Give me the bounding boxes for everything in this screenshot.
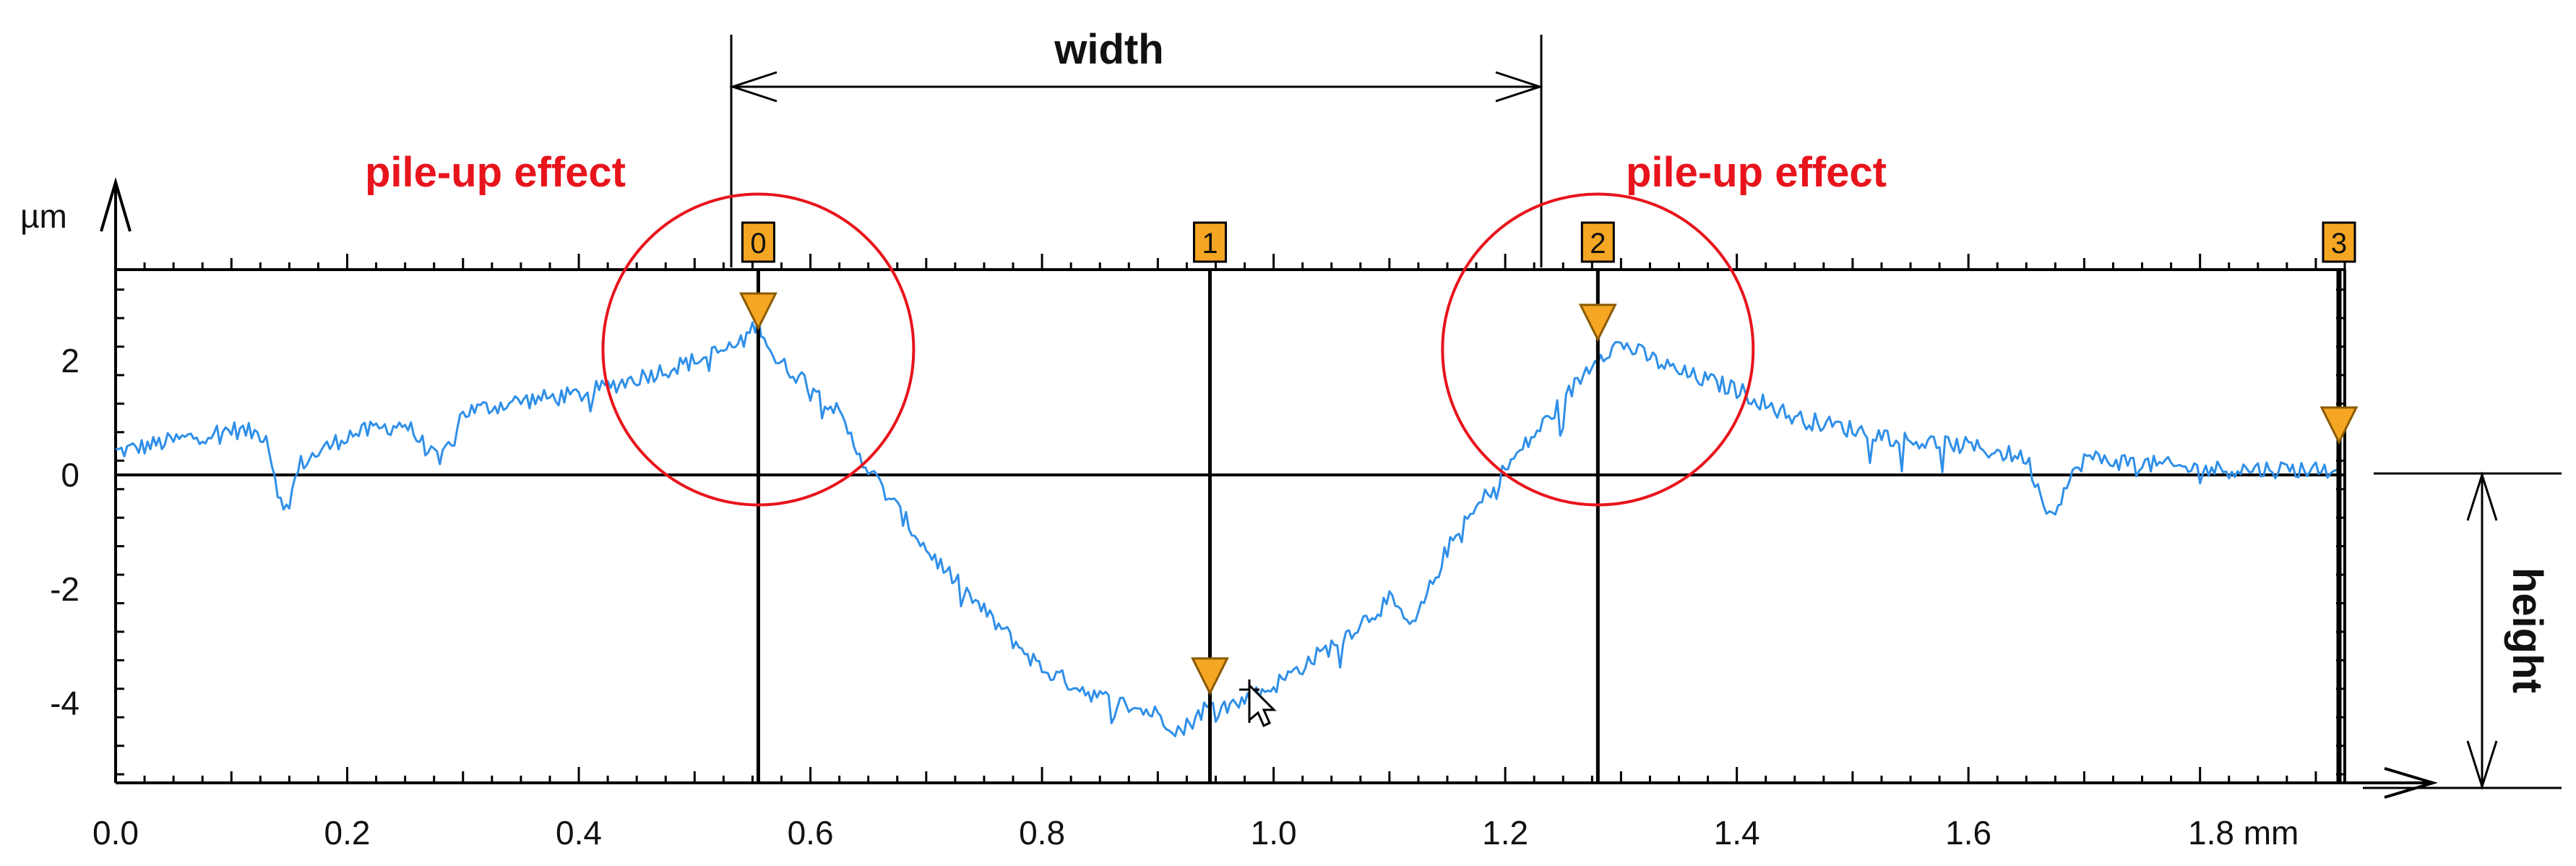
cursor-tag bbox=[2322, 221, 2356, 263]
pile-up-left-label: pile-up effect bbox=[365, 149, 626, 196]
y-tick-label: -4 bbox=[50, 685, 79, 722]
x-tick-label: 1.8 mm bbox=[2188, 814, 2299, 852]
cursor-tag-label: 3 bbox=[2331, 228, 2347, 260]
move-cursor-icon bbox=[1239, 679, 1277, 728]
pile-up-right-label: pile-up effect bbox=[1626, 149, 1887, 196]
x-axis-arrow-icon bbox=[2384, 767, 2438, 799]
height-arrow-bottom-icon bbox=[2466, 740, 2498, 790]
x-tick-label: 1.4 bbox=[1714, 814, 1760, 852]
cursor-marker-icon bbox=[1191, 657, 1229, 696]
cursor-marker-icon bbox=[1578, 304, 1617, 343]
cursor-lines: 0 1 2 3 bbox=[739, 221, 2359, 783]
cursor-tag bbox=[1580, 221, 1615, 263]
x-tick-label: 0.2 bbox=[324, 814, 371, 852]
width-arrow-left-icon bbox=[729, 71, 777, 103]
x-tick-label: 1.6 bbox=[1945, 814, 1991, 852]
cursor-tag-label: 1 bbox=[1202, 228, 1218, 260]
height-label: height bbox=[2504, 567, 2551, 693]
y-tick-label: 0 bbox=[61, 456, 79, 494]
x-tick-label: 1.0 bbox=[1251, 814, 1297, 852]
width-arrow-right-icon bbox=[1495, 71, 1543, 103]
y-tick-label: -2 bbox=[50, 570, 79, 608]
annotations: µm width pile-up effect pile-up effect h… bbox=[20, 26, 2562, 790]
pile-up-right-circle bbox=[1441, 192, 1755, 507]
x-tick-label: 0.6 bbox=[788, 814, 834, 852]
x-tick-label: 0.8 bbox=[1019, 814, 1065, 852]
height-arrow-top-icon bbox=[2466, 471, 2498, 521]
trace-group bbox=[115, 314, 2340, 737]
cursor-marker-icon bbox=[2319, 406, 2359, 445]
cursor-marker-icon bbox=[739, 292, 777, 331]
x-tick-label: 1.2 bbox=[1482, 814, 1528, 852]
cursor-tag bbox=[1192, 221, 1227, 263]
y-unit-label: µm bbox=[20, 197, 67, 235]
x-tick-label: 0.4 bbox=[556, 814, 602, 852]
x-tick-label: 0.0 bbox=[92, 814, 139, 852]
width-label: width bbox=[1054, 26, 1163, 73]
y-tick-label: 2 bbox=[61, 342, 79, 380]
cursor-tag bbox=[741, 221, 775, 263]
profile-trace bbox=[115, 314, 2340, 737]
cursor-tag-label: 2 bbox=[1590, 228, 1606, 260]
tick-labels: 0.0 0.2 0.4 0.6 0.8 1.0 1.2 1.4 1.6 1.8 mm 2 0 -2 -4 bbox=[50, 342, 2299, 852]
axis-ticks bbox=[114, 254, 2346, 783]
cursor-tag-label: 0 bbox=[750, 228, 766, 260]
pile-up-left-circle bbox=[601, 192, 916, 507]
y-axis-arrow-icon bbox=[100, 176, 132, 232]
